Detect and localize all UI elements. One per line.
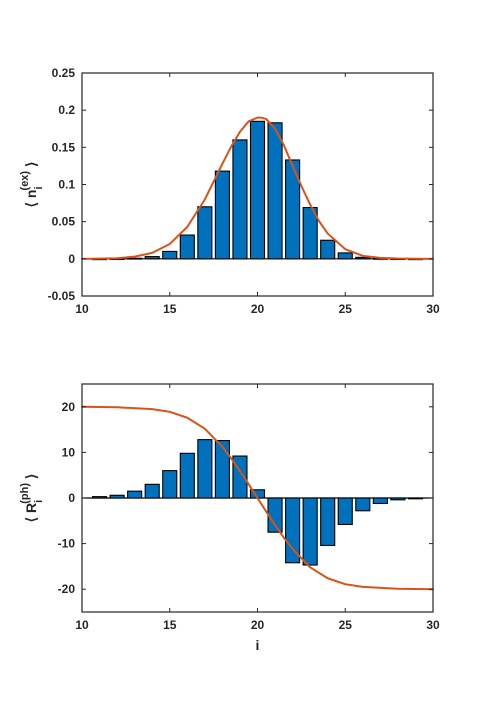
chart1-bar-14 xyxy=(144,256,160,260)
chart1-ylabel: ⟨ ni(ex) ⟩ xyxy=(19,162,45,208)
chart2-bar-23 xyxy=(302,497,318,566)
chart2-bar-15 xyxy=(162,470,178,499)
chart2-xtick-label-20: 20 xyxy=(251,618,265,632)
chart2-ylabel-base: R xyxy=(23,503,39,513)
chart1-bar-20 xyxy=(249,120,266,260)
chart1-xtick-label-20: 20 xyxy=(251,302,265,316)
chart2-ytick-label-3: 10 xyxy=(62,445,76,459)
chart2-bar-25 xyxy=(337,497,353,525)
chart1-ytick-label-0: -0.05 xyxy=(48,289,76,303)
chart2-ylabel-sup: (ph) xyxy=(19,483,31,504)
chart1-ytick-label-5: 0.2 xyxy=(58,103,75,117)
chart2-xtick-label-25: 25 xyxy=(339,618,353,632)
chart-excitation-distribution: 10 15 20 25 30 -0.05 0 0.05 0.1 0.15 0.2 0.25 ⟨ ni(e… xyxy=(19,66,440,316)
chart1-bar-26 xyxy=(355,256,371,260)
chart2-ylabel-open: ⟨ xyxy=(23,513,39,522)
chart2-xtick-label-15: 15 xyxy=(163,618,177,632)
chart1-ytick-label-2: 0.05 xyxy=(52,215,76,229)
chart2-ytick-label-4: 20 xyxy=(62,400,76,414)
chart2-bar-11 xyxy=(91,496,108,499)
chart1-ylabel-sub: i xyxy=(33,186,45,189)
chart1-xtick-label-10: 10 xyxy=(75,302,89,316)
chart1-bar-24 xyxy=(320,239,336,260)
chart2-bar-18 xyxy=(214,439,230,499)
chart2-bar-27 xyxy=(372,497,388,505)
chart2-ylabel: ⟨ Ri(ph) ⟩ xyxy=(19,474,45,523)
chart1-ylabel-close: ⟩ xyxy=(23,162,39,171)
chart1-bar-25 xyxy=(337,252,353,260)
chart2-bar-13 xyxy=(127,490,143,499)
chart1-bar-15 xyxy=(162,250,178,260)
chart2-ylabel-sub: i xyxy=(33,500,45,503)
chart1-ylabel-open: ⟨ xyxy=(23,198,39,207)
chart1-ytick-label-4: 0.15 xyxy=(52,140,76,154)
chart1-bar-18 xyxy=(214,170,230,260)
chart1-fit-line-1 xyxy=(81,116,434,260)
chart2-ytick-label-1: -10 xyxy=(58,537,76,551)
chart2-ylabel-close: ⟩ xyxy=(23,474,39,483)
chart1-bar-13 xyxy=(127,257,143,260)
chart1-ylabel-sup: (ex) xyxy=(19,171,31,191)
chart1-ylabel-base: n xyxy=(23,190,39,199)
chart2-ytick-label-0: -20 xyxy=(58,582,76,596)
chart2-ytick-label-2: 0 xyxy=(68,491,75,505)
chart2-bar-12 xyxy=(109,494,125,499)
chart1-bar-21 xyxy=(267,122,283,260)
chart2-bar-29 xyxy=(407,497,424,500)
chart2-xtick-label-30: 30 xyxy=(426,618,440,632)
chart1-xtick-label-25: 25 xyxy=(339,302,353,316)
chart2-bar-14 xyxy=(144,483,160,499)
chart2-bar-22 xyxy=(285,497,301,564)
chart1-xtick-label-30: 30 xyxy=(426,302,440,316)
chart1-bar-19 xyxy=(232,139,248,260)
chart2-bar-26 xyxy=(355,497,371,512)
chart2-xtick-label-10: 10 xyxy=(75,618,89,632)
chart2-bar-16 xyxy=(179,452,195,499)
chart1-ytick-label-6: 0.25 xyxy=(52,66,76,80)
chart2-bar-21 xyxy=(267,497,283,533)
chart1-ytick-label-1: 0 xyxy=(68,252,75,266)
chart1-ytick-label-3: 0.1 xyxy=(58,178,75,192)
chart2-fit-line-1 xyxy=(81,405,434,591)
chart1-bar-22 xyxy=(285,159,301,260)
chart2-bar-24 xyxy=(320,497,336,546)
chart1-bar-16 xyxy=(179,234,195,260)
chart1-bar-17 xyxy=(197,206,213,260)
chart1-bar-23 xyxy=(302,206,318,260)
chart1-xtick-label-15: 15 xyxy=(163,302,177,316)
chart2-bar-17 xyxy=(197,439,213,499)
chart2-xlabel: i xyxy=(256,637,260,653)
chart2-bar-28 xyxy=(390,497,406,501)
